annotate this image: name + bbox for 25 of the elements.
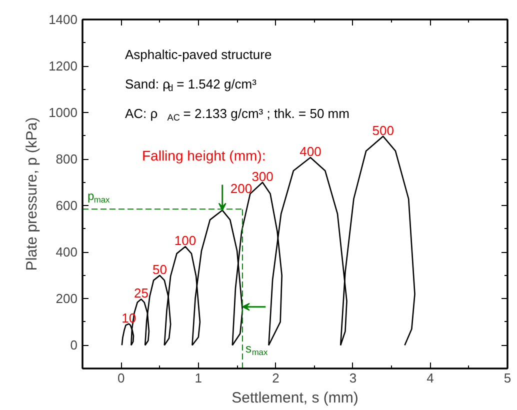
x-tick-label: 2 — [272, 370, 280, 386]
x-axis-title: Settlement, s (mm) — [232, 390, 358, 406]
x-tick-label: 1 — [194, 370, 202, 386]
annotation: Falling height (mm): — [142, 148, 266, 164]
y-axis-title: Plate pressure, p (kPa) — [24, 117, 41, 271]
x-tick-label: 0 — [118, 370, 125, 386]
y-tick-label: 800 — [56, 152, 78, 167]
y-tick-label: 400 — [56, 244, 78, 260]
y-tick-label: 1000 — [48, 105, 78, 120]
series-label: 25 — [134, 286, 148, 301]
annotation: Asphaltic-paved structure — [125, 46, 272, 62]
y-tick-label: 1200 — [48, 58, 78, 74]
series-label: 300 — [252, 168, 274, 184]
y-tick-label: 1400 — [48, 12, 78, 27]
x-tick-label: 3 — [349, 370, 357, 386]
series-label: 400 — [300, 144, 322, 159]
y-tick-label: 0 — [70, 338, 78, 353]
x-tick-label: 5 — [504, 370, 512, 386]
series-label: 50 — [152, 262, 168, 277]
x-tick-label: 4 — [426, 370, 434, 386]
series-label: 500 — [372, 122, 394, 138]
series-label: 100 — [174, 233, 196, 248]
y-tick-label: 200 — [56, 291, 78, 306]
y-tick-label: 600 — [56, 198, 78, 214]
series-label: 200 — [230, 180, 252, 196]
